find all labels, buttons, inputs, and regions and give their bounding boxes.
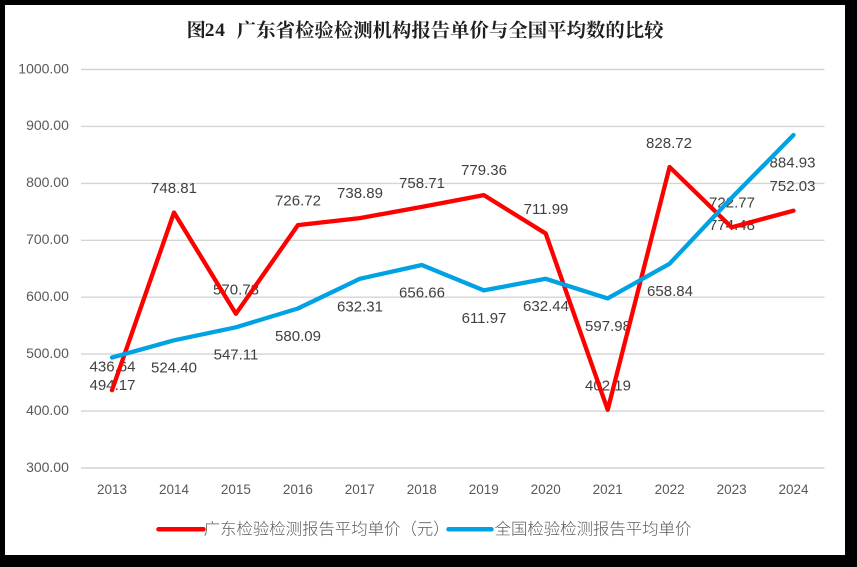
svg-text:828.72: 828.72	[646, 135, 692, 152]
svg-text:800.00: 800.00	[26, 174, 69, 190]
svg-text:597.98: 597.98	[585, 318, 631, 335]
svg-text:658.84: 658.84	[647, 283, 693, 300]
svg-text:884.93: 884.93	[770, 154, 816, 171]
svg-text:24: 24	[205, 20, 226, 41]
svg-text:2021: 2021	[593, 482, 623, 497]
svg-text:436.64: 436.64	[90, 359, 136, 376]
svg-text:524.40: 524.40	[151, 359, 197, 376]
svg-text:700.00: 700.00	[26, 231, 69, 247]
svg-text:2015: 2015	[221, 482, 251, 497]
svg-text:547.11: 547.11	[214, 347, 259, 364]
svg-text:2018: 2018	[407, 482, 437, 497]
svg-text:300.00: 300.00	[26, 459, 69, 475]
svg-text:711.99: 711.99	[524, 201, 569, 218]
svg-text:611.97: 611.97	[462, 310, 507, 327]
svg-text:758.71: 758.71	[399, 175, 445, 192]
svg-text:2024: 2024	[778, 482, 809, 497]
svg-text:600.00: 600.00	[26, 288, 69, 304]
svg-text:2022: 2022	[655, 482, 685, 497]
svg-text:726.72: 726.72	[275, 193, 321, 210]
svg-text:752.03: 752.03	[770, 178, 816, 195]
svg-text:2017: 2017	[345, 482, 375, 497]
svg-text:2014: 2014	[159, 482, 190, 497]
svg-text:402.19: 402.19	[585, 378, 631, 395]
svg-text:738.89: 738.89	[337, 185, 383, 202]
svg-text:632.44: 632.44	[523, 298, 569, 315]
svg-text:748.81: 748.81	[151, 180, 197, 197]
svg-text:2019: 2019	[469, 482, 499, 497]
svg-text:2016: 2016	[283, 482, 313, 497]
svg-text:900.00: 900.00	[26, 117, 69, 133]
svg-text:500.00: 500.00	[26, 345, 69, 361]
svg-text:632.31: 632.31	[337, 299, 383, 316]
svg-text:656.66: 656.66	[399, 285, 445, 302]
svg-text:2023: 2023	[717, 482, 747, 497]
svg-text:779.36: 779.36	[461, 162, 507, 179]
svg-text:2020: 2020	[531, 482, 561, 497]
svg-text:2013: 2013	[97, 482, 127, 497]
svg-text:400.00: 400.00	[26, 402, 69, 418]
svg-text:1000.00: 1000.00	[18, 60, 69, 76]
svg-text:580.09: 580.09	[275, 328, 321, 345]
